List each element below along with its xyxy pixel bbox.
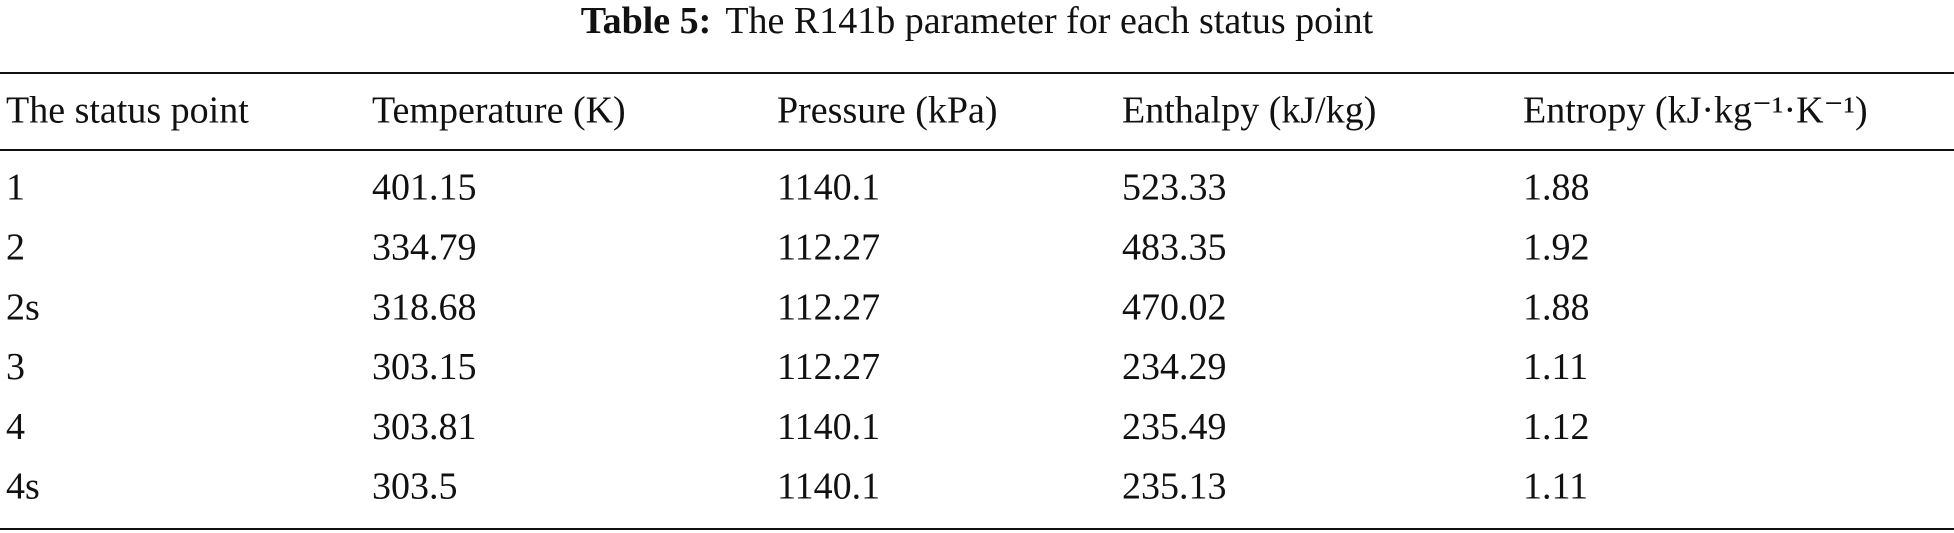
header-cell: The status point	[6, 90, 249, 132]
cell: 1.92	[1523, 227, 1590, 269]
cell: 1.88	[1523, 286, 1590, 328]
cell: 3	[6, 346, 25, 388]
cell: 1140.1	[777, 406, 880, 448]
cell: 4	[6, 406, 25, 448]
cell: 112.27	[777, 227, 880, 269]
header-cell: Pressure (kPa)	[777, 90, 998, 132]
cell: 401.15	[372, 167, 477, 209]
caption-label: Table 5:	[581, 0, 712, 42]
cell: 523.33	[1122, 167, 1227, 209]
header-cell: Enthalpy (kJ/kg)	[1122, 90, 1376, 132]
cell: 4s	[6, 466, 40, 508]
table-body: The status point Temperature (K) Pressure …	[6, 90, 1868, 508]
cell: 334.79	[372, 227, 477, 269]
caption-text: The R141b parameter for each status poin…	[725, 0, 1373, 42]
cell: 1140.1	[777, 466, 880, 508]
cell: 1.88	[1523, 167, 1590, 209]
header-cell: Entropy (kJ·kg⁻¹·K⁻¹)	[1523, 90, 1868, 132]
cell: 1	[6, 167, 25, 209]
cell: 2s	[6, 286, 40, 328]
cell: 112.27	[777, 286, 880, 328]
cell: 2	[6, 227, 25, 269]
cell: 234.29	[1122, 346, 1227, 388]
cell: 483.35	[1122, 227, 1227, 269]
cell: 318.68	[372, 286, 477, 328]
cell: 303.81	[372, 406, 477, 448]
cell: 112.27	[777, 346, 880, 388]
caption: Table 5: The R141b parameter for each sta…	[581, 0, 1374, 42]
cell: 235.13	[1122, 466, 1227, 508]
cell: 1.11	[1523, 466, 1588, 508]
cell: 470.02	[1122, 286, 1227, 328]
cell: 1.12	[1523, 406, 1590, 448]
cell: 1.11	[1523, 346, 1588, 388]
cell: 303.15	[372, 346, 477, 388]
header-cell: Temperature (K)	[372, 90, 626, 132]
cell: 1140.1	[777, 167, 880, 209]
cell: 303.5	[372, 466, 458, 508]
cell: 235.49	[1122, 406, 1227, 448]
